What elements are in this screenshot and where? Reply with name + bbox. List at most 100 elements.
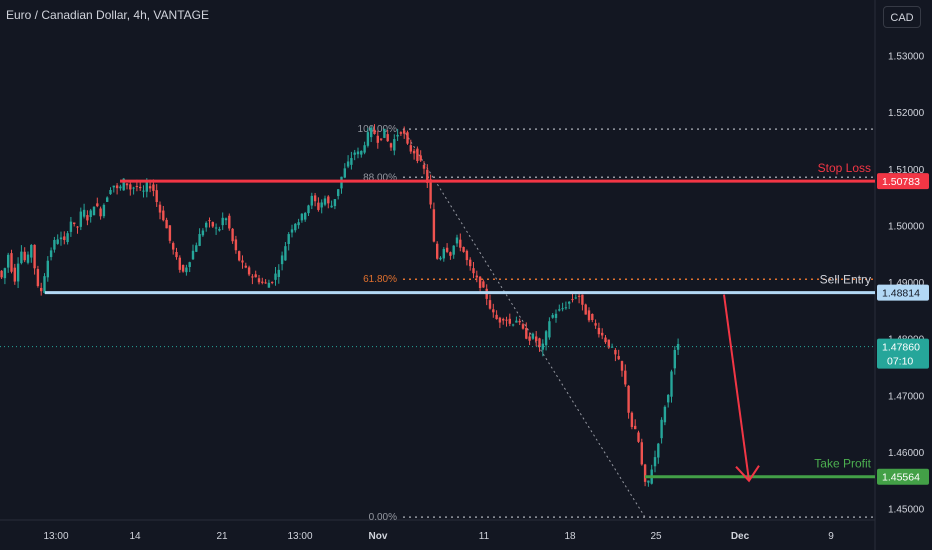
candle-body [267, 282, 271, 288]
candle-body [442, 248, 445, 259]
candle-body [670, 371, 673, 397]
candle-body [30, 244, 33, 258]
stop-loss-price-tag-bg [877, 173, 929, 190]
candle-body [313, 195, 317, 202]
candle-body [271, 281, 274, 283]
candle-body [82, 209, 86, 217]
candle-body [465, 250, 469, 261]
candle-body [26, 254, 30, 263]
candle-body [73, 222, 76, 225]
x-tick-label: 18 [564, 531, 576, 542]
candle-body [145, 182, 148, 192]
candle-body [3, 268, 7, 279]
candle-body [492, 309, 495, 313]
fib-level-label: 100.00% [358, 124, 398, 135]
candle-body [264, 282, 267, 284]
candle-body [211, 222, 214, 227]
candle-body [185, 267, 188, 273]
candle-body [511, 324, 515, 326]
candle-body [640, 442, 643, 465]
candle-body [280, 255, 284, 265]
candle-body [234, 239, 238, 251]
candle-body [122, 178, 125, 191]
last-price-tag-bg [877, 338, 929, 369]
candle-body [577, 295, 581, 297]
candle-body [125, 183, 129, 186]
candle-body [591, 314, 594, 320]
candle-body [587, 310, 591, 321]
candle-body [386, 134, 389, 142]
candle-body [43, 276, 46, 293]
candle-body [439, 257, 442, 260]
candle-body [660, 419, 663, 439]
candle-body [502, 319, 505, 321]
candle-body [165, 219, 168, 229]
candle-body [657, 443, 660, 458]
candle-body [505, 319, 508, 321]
candle-body [69, 221, 73, 232]
candle-countdown: 07:10 [887, 356, 913, 368]
candle-body [191, 250, 195, 260]
candle-body [129, 184, 132, 190]
candle-body [653, 457, 657, 467]
candle-body [676, 344, 680, 350]
candle-body [379, 138, 383, 140]
candle-body [558, 309, 561, 311]
candle-body [181, 265, 185, 272]
candle-body [119, 186, 122, 189]
candle-body [617, 356, 620, 360]
chart-title: Euro / Canadian Dollar, 4h, VANTAGE [6, 8, 209, 22]
sell-entry-label: Sell Entry [820, 273, 871, 287]
candle-body [23, 251, 26, 261]
candle-body [195, 245, 198, 252]
candle-body [366, 132, 370, 146]
candle-body [284, 246, 287, 261]
last-price-tag: 1.47860 [882, 342, 920, 354]
candle-body [337, 189, 340, 197]
candle-body [208, 220, 211, 222]
candle-body [218, 228, 221, 231]
candle-body [7, 254, 10, 268]
candle-body [667, 394, 670, 403]
candle-body [16, 263, 20, 282]
fib-level-label: 88.00% [363, 172, 397, 183]
currency-button[interactable]: CAD [883, 6, 921, 28]
candle-body [383, 128, 386, 138]
candle-body [469, 259, 472, 267]
candle-body [445, 247, 449, 252]
candle-body [294, 223, 297, 231]
candle-body [317, 202, 320, 210]
candle-body [201, 230, 205, 236]
take-profit-label: Take Profit [814, 457, 871, 471]
candle-body [531, 333, 535, 339]
y-tick-label: 1.46000 [888, 448, 925, 459]
candle-body [346, 161, 350, 167]
candle-body [224, 218, 228, 221]
candle-body [584, 304, 587, 315]
candle-body [634, 425, 637, 430]
stop-loss-price-tag: 1.50783 [882, 176, 920, 188]
candle-body [261, 281, 264, 283]
fib-trend-line [402, 128, 646, 518]
candle-body [452, 245, 455, 255]
candle-body [449, 252, 452, 256]
candle-body [241, 260, 244, 263]
candle-body [49, 250, 53, 258]
candle-body [495, 314, 498, 320]
candle-body [363, 145, 366, 153]
y-tick-label: 1.49000 [888, 278, 925, 289]
candle-body [343, 168, 346, 178]
candle-body [66, 233, 69, 243]
sell-entry-price-tag-bg [877, 284, 929, 301]
candle-body [112, 185, 115, 188]
candle-body [106, 197, 109, 202]
fib-level-label: 0.00% [369, 512, 397, 523]
candle-body [297, 222, 300, 226]
projection-arrow[interactable] [723, 294, 750, 481]
candle-body [333, 199, 337, 207]
candle-body [601, 332, 604, 336]
candle-body [548, 321, 551, 338]
candle-body [568, 301, 571, 304]
candle-body [102, 204, 106, 217]
